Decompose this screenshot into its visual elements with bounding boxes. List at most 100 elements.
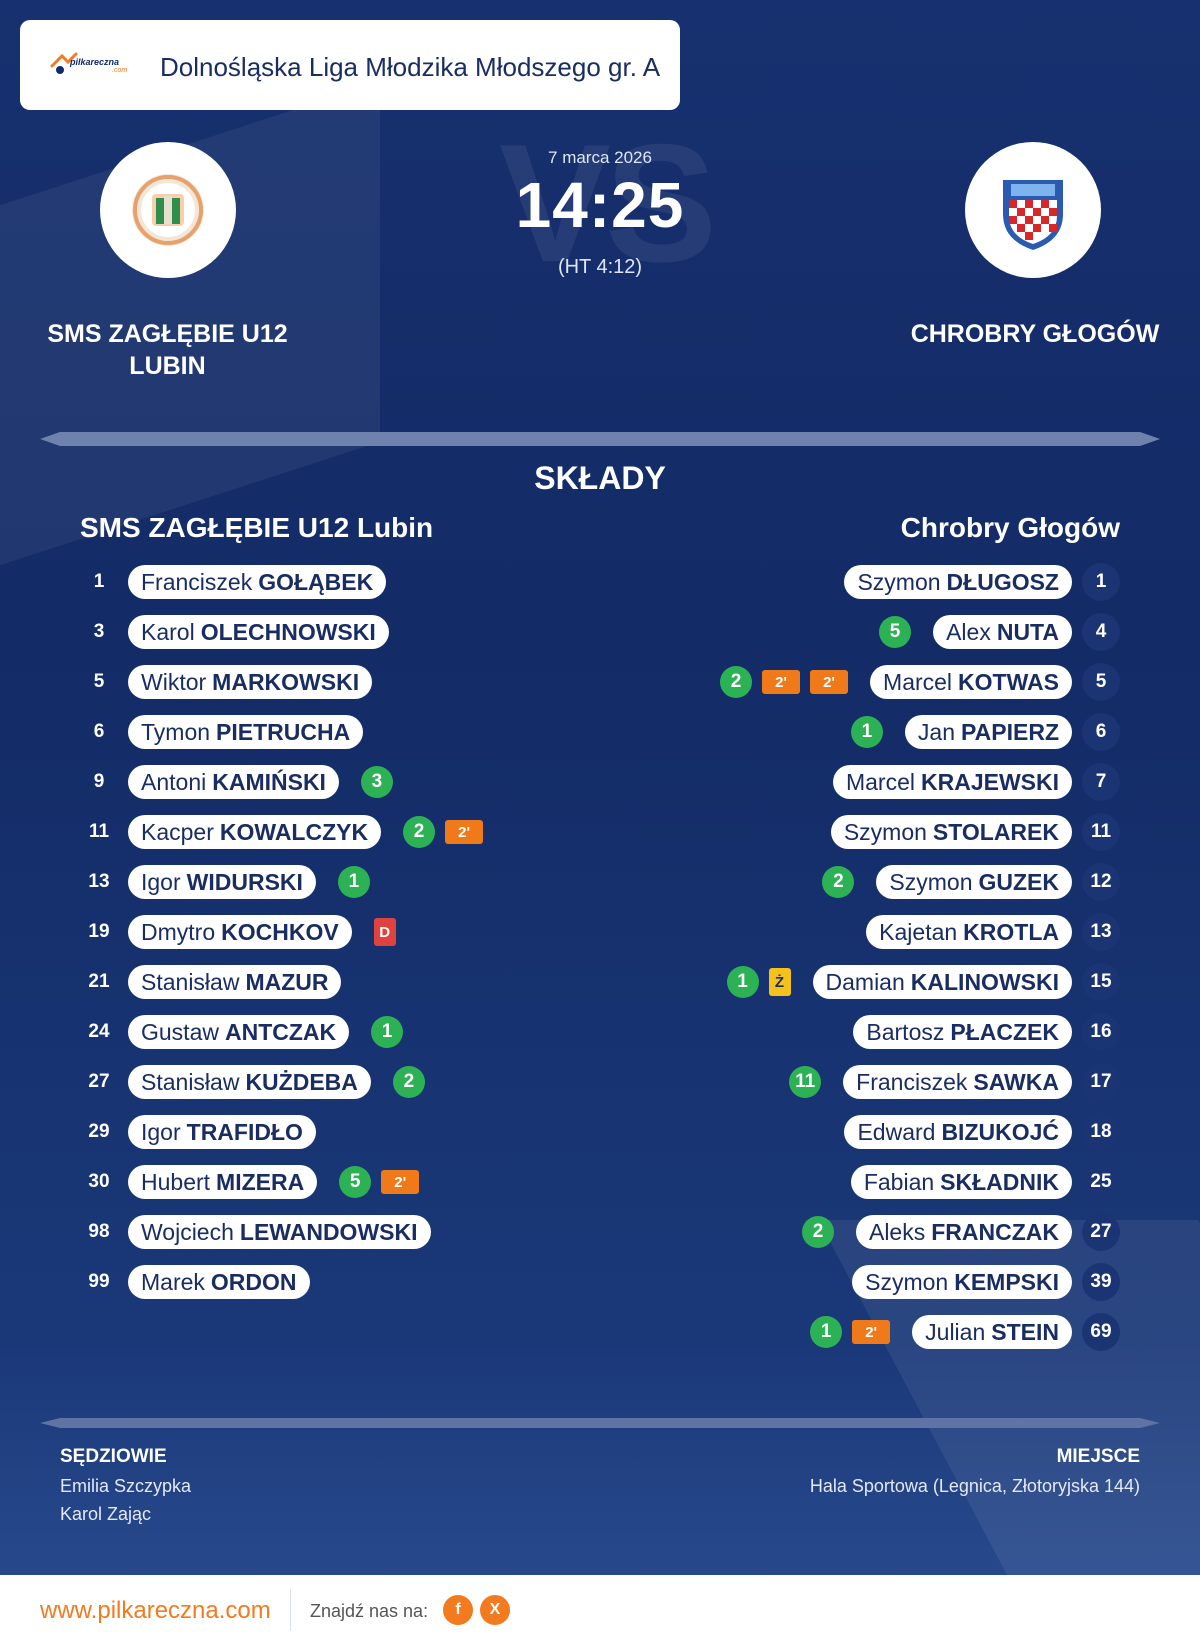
player-last-name: FRANCZAK [931, 1218, 1059, 1245]
player-first-name: Wojciech [141, 1218, 234, 1245]
player-name[interactable]: Stanisław KUŻDEBA [128, 1065, 371, 1099]
player-name[interactable]: Edward BIZUKOJĆ [844, 1115, 1072, 1149]
player-name[interactable]: Jan PAPIERZ [904, 715, 1072, 749]
player-row: 9 Antoni KAMIŃSKI 3 [80, 757, 483, 807]
player-name[interactable]: Hubert MIZERA [128, 1165, 318, 1199]
player-name[interactable]: Fabian SKŁADNIK [850, 1165, 1072, 1199]
player-number: 11 [88, 821, 110, 842]
logo-mark-icon [50, 52, 78, 74]
player-row: 6 Tymon PIETRUCHA [80, 707, 483, 757]
player-row: 3 Karol OLECHNOWSKI [80, 607, 483, 657]
goals-badge: 1 [850, 716, 883, 748]
player-name[interactable]: Karol OLECHNOWSKI [128, 615, 389, 649]
site-link[interactable]: www.pilkareczna.com [40, 1597, 271, 1624]
player-first-name: Hubert [141, 1168, 211, 1195]
player-last-name: MARKOWSKI [212, 668, 360, 695]
referee-name: Emilia Szczypka [60, 1476, 192, 1496]
goals-badge: 1 [810, 1316, 843, 1348]
player-last-name: PAPIERZ [961, 718, 1059, 745]
player-name[interactable]: Stanisław MAZUR [128, 965, 342, 999]
section-divider [40, 432, 1160, 446]
player-name[interactable]: Alex NUTA [933, 615, 1072, 649]
player-last-name: STOLAREK [932, 818, 1059, 845]
player-number: 17 [1082, 1063, 1120, 1101]
player-name[interactable]: Marcel KRAJEWSKI [832, 765, 1072, 799]
chrobry-crest-icon [1003, 180, 1063, 250]
player-name[interactable]: Szymon KEMPSKI [852, 1265, 1072, 1299]
player-first-name: Franciszek [141, 568, 253, 595]
player-row: 13 Igor WIDURSKI 1 [80, 857, 483, 907]
player-badges: 3 [360, 766, 393, 798]
player-name[interactable]: Szymon DŁUGOSZ [844, 565, 1072, 599]
x-icon[interactable]: X [480, 1595, 510, 1625]
player-name[interactable]: Wojciech LEWANDOWSKI [128, 1215, 431, 1249]
suspension-badge: 2' [381, 1170, 420, 1194]
player-first-name: Igor [141, 868, 181, 895]
player-name[interactable]: Aleks FRANCZAK [855, 1215, 1072, 1249]
facebook-icon[interactable]: f [443, 1595, 473, 1625]
player-name[interactable]: Franciszek SAWKA [843, 1065, 1072, 1099]
goals-badge: 5 [879, 616, 912, 648]
player-name[interactable]: Kacper KOWALCZYK [128, 815, 382, 849]
away-team-crest [965, 142, 1101, 278]
player-number: 13 [88, 871, 110, 892]
player-number: 27 [1082, 1213, 1120, 1251]
player-name[interactable]: Tymon PIETRUCHA [128, 715, 364, 749]
yellow-card-badge: Ż [768, 968, 791, 996]
goals-badge: 1 [726, 966, 759, 998]
player-badges: 2 [801, 1216, 834, 1248]
match-date: 7 marca 2026 [548, 148, 652, 167]
player-name[interactable]: Franciszek GOŁĄBEK [128, 565, 387, 599]
player-number: 21 [88, 971, 110, 992]
player-last-name: KEMPSKI [954, 1268, 1059, 1295]
player-name[interactable]: Igor WIDURSKI [128, 865, 316, 899]
player-name[interactable]: Antoni KAMIŃSKI [128, 765, 339, 799]
player-name[interactable]: Damian KALINOWSKI [812, 965, 1072, 999]
player-name[interactable]: Marek ORDON [128, 1265, 310, 1299]
player-badges: D [373, 918, 396, 946]
player-name[interactable]: Gustaw ANTCZAK [128, 1015, 350, 1049]
player-number: 99 [88, 1271, 110, 1292]
player-name[interactable]: Igor TRAFIDŁO [128, 1115, 316, 1149]
player-last-name: KUŻDEBA [245, 1068, 358, 1095]
player-name[interactable]: Kajetan KROTLA [866, 915, 1072, 949]
player-row: 99 Marek ORDON [80, 1257, 483, 1307]
suspension-badge: 2' [445, 820, 484, 844]
site-logo[interactable]: pilkareczna .com [50, 52, 142, 78]
player-row: 5 Wiktor MARKOWSKI [80, 657, 483, 707]
player-row: 29 Igor TRAFIDŁO [80, 1107, 483, 1157]
home-roster: 1 Franciszek GOŁĄBEK 3 Karol OLECHNOWSKI 5 Wikt… [80, 557, 484, 1307]
goals-badge: 1 [371, 1016, 404, 1048]
player-name[interactable]: Szymon GUZEK [876, 865, 1072, 899]
player-last-name: SAWKA [973, 1068, 1059, 1095]
player-row: 18 Edward BIZUKOJĆ [720, 1107, 1120, 1157]
player-badges: 5 2' [339, 1166, 420, 1198]
player-first-name: Jan [917, 718, 956, 745]
player-name[interactable]: Dmytro KOCHKOV [128, 915, 352, 949]
player-first-name: Franciszek [856, 1068, 968, 1095]
player-badges: 2' 2' 2 [720, 666, 849, 698]
player-name[interactable]: Szymon STOLAREK [830, 815, 1072, 849]
red-card-badge: D [373, 918, 396, 946]
player-first-name: Fabian [863, 1168, 935, 1195]
player-name[interactable]: Wiktor MARKOWSKI [128, 665, 373, 699]
player-badges: 2' 1 [810, 1316, 891, 1348]
halftime-score: (HT 4:12) [557, 256, 643, 278]
logo-subtext: .com [112, 67, 128, 74]
player-name[interactable]: Marcel KOTWAS [870, 665, 1072, 699]
venue-label: MIEJSCE [1056, 1446, 1140, 1467]
player-first-name: Julian [925, 1318, 986, 1345]
player-number: 29 [88, 1121, 110, 1142]
player-first-name: Wiktor [141, 668, 207, 695]
player-row: 25 Fabian SKŁADNIK [720, 1157, 1120, 1207]
player-row: 7 Marcel KRAJEWSKI [720, 757, 1120, 807]
player-name[interactable]: Bartosz PŁACZEK [853, 1015, 1072, 1049]
player-last-name: OLECHNOWSKI [200, 618, 376, 645]
player-row: 39 Szymon KEMPSKI [720, 1257, 1120, 1307]
player-first-name: Dmytro [141, 918, 216, 945]
player-last-name: KAMIŃSKI [212, 768, 326, 795]
player-first-name: Kajetan [879, 918, 958, 945]
player-first-name: Igor [141, 1118, 181, 1145]
player-name[interactable]: Julian STEIN [912, 1315, 1072, 1349]
player-first-name: Marcel [883, 668, 953, 695]
